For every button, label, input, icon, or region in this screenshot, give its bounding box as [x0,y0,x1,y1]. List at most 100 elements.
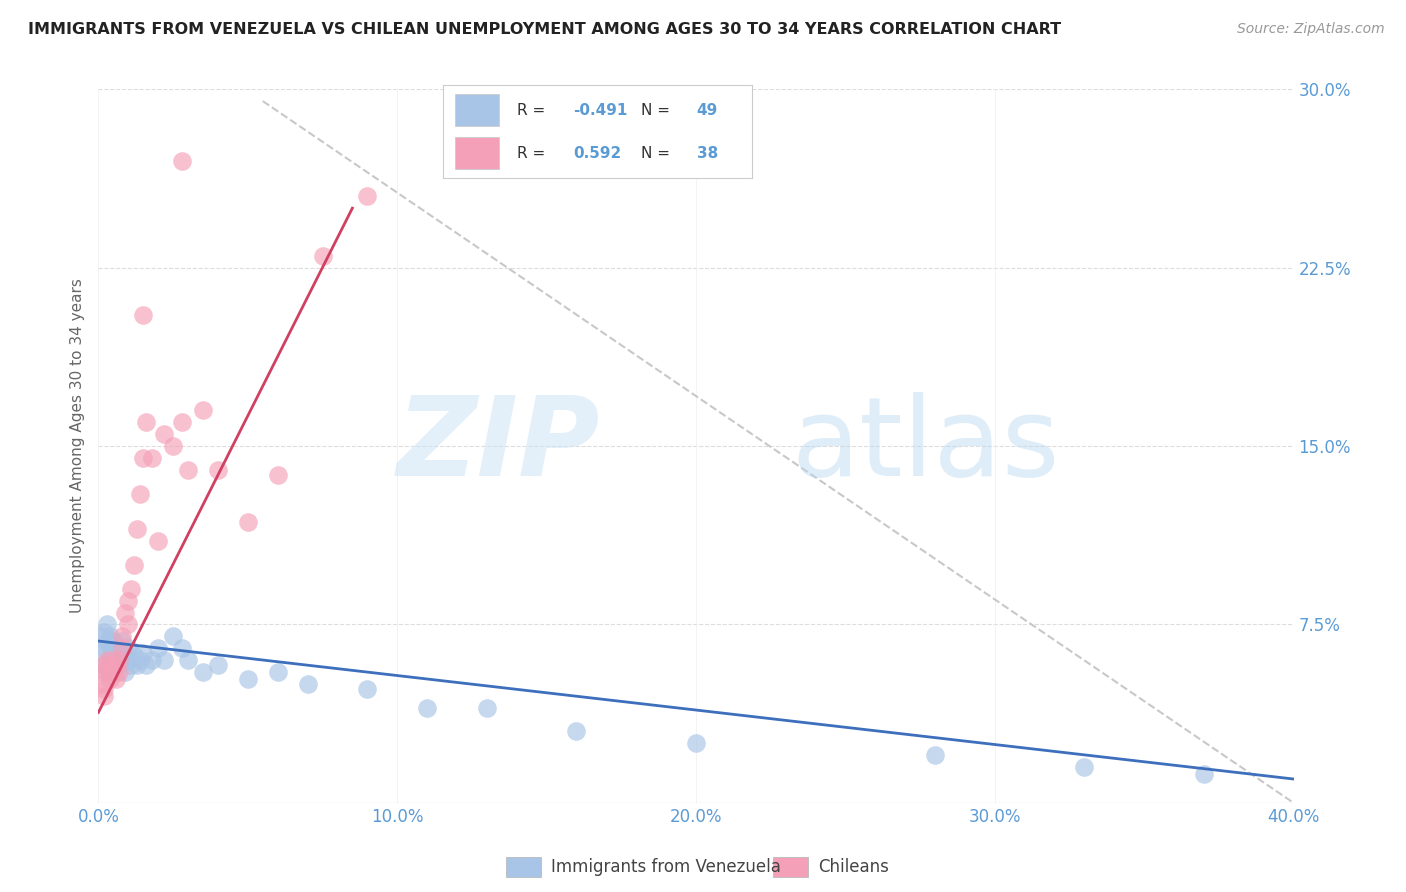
Point [1073,760,1095,774]
Text: 0.592: 0.592 [572,145,621,161]
Point [93,624,115,639]
Point [105,672,128,686]
Point [120,582,142,596]
Point [96,617,118,632]
Point [103,653,125,667]
Point [120,657,142,672]
Point [96,653,118,667]
Point [90,665,112,679]
Point [93,689,115,703]
Point [117,641,139,656]
Point [1192,767,1215,781]
Bar [456,95,499,126]
Point [103,648,125,663]
Point [108,653,131,667]
Point [90,677,112,691]
Point [96,665,118,679]
Point [141,653,163,667]
Point [93,641,115,656]
Point [96,634,118,648]
Point [191,403,214,417]
Point [162,439,184,453]
Point [141,450,163,465]
Point [114,606,136,620]
Point [117,653,139,667]
Text: -0.491: -0.491 [572,103,627,118]
Point [108,648,131,663]
Point [191,665,214,679]
Text: atlas: atlas [792,392,1060,500]
Point [103,665,125,679]
Text: Immigrants from Venezuela: Immigrants from Venezuela [551,858,780,876]
Point [117,593,139,607]
Point [565,724,588,739]
Point [114,665,136,679]
Point [236,515,259,529]
Point [135,657,157,672]
Text: N =: N = [641,103,675,118]
Point [148,534,170,549]
Text: R =: R = [517,145,550,161]
Point [132,646,155,660]
Point [98,672,122,686]
Point [127,522,149,536]
Point [135,415,157,429]
Point [105,641,128,656]
Point [132,450,155,465]
Point [356,189,378,203]
Point [311,249,333,263]
Point [98,629,122,643]
Point [172,641,194,656]
Point [111,641,134,656]
Point [148,641,170,656]
Point [90,646,112,660]
Point [105,653,128,667]
Point [236,672,259,686]
Point [124,648,146,663]
Point [93,681,115,696]
Text: Chileans: Chileans [818,858,889,876]
Point [93,657,115,672]
Point [111,629,134,643]
Point [162,629,184,643]
Point [98,653,122,667]
Point [153,653,176,667]
Point [111,634,134,648]
Point [177,653,200,667]
Point [96,665,118,679]
Point [297,677,319,691]
Text: N =: N = [641,145,675,161]
Point [103,634,125,648]
Point [129,486,152,500]
Point [207,657,229,672]
Point [111,653,134,667]
Point [267,665,290,679]
Point [114,646,136,660]
Text: 38: 38 [696,145,718,161]
Point [124,558,146,572]
Point [93,657,115,672]
Point [153,427,176,442]
Point [177,463,200,477]
Point [475,700,498,714]
Point [207,463,229,477]
Point [127,657,149,672]
Bar [456,137,499,169]
Point [90,629,112,643]
Point [172,153,194,168]
Point [98,657,122,672]
Point [924,748,946,763]
Text: R =: R = [517,103,550,118]
Point [129,653,152,667]
Point [685,736,707,750]
Text: 49: 49 [696,103,718,118]
Point [267,467,290,482]
Point [416,700,439,714]
Y-axis label: Unemployment Among Ages 30 to 34 years: Unemployment Among Ages 30 to 34 years [69,278,84,614]
Point [105,657,128,672]
Point [108,657,131,672]
Point [132,308,155,322]
Point [172,415,194,429]
Text: Source: ZipAtlas.com: Source: ZipAtlas.com [1237,22,1385,37]
Point [103,657,125,672]
